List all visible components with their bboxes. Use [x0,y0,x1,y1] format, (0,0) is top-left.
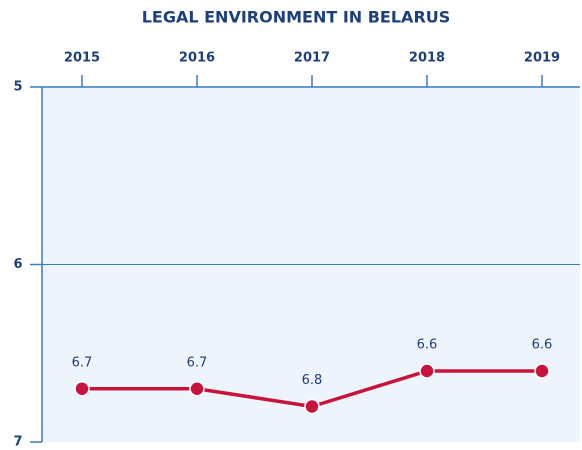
data-point [74,381,90,397]
y-tick-label: 7 [13,435,22,450]
data-point [189,381,205,397]
x-tick-label: 2015 [64,51,100,66]
data-label: 6.6 [417,338,438,353]
data-point [419,363,435,379]
y-tick-label: 6 [13,257,22,272]
x-tick-label: 2016 [179,51,215,66]
data-point [534,363,550,379]
data-label: 6.8 [302,373,323,388]
x-tick-label: 2017 [294,51,330,66]
x-tick-label: 2019 [524,51,560,66]
data-point [304,398,320,415]
y-tick-label: 5 [13,80,22,95]
data-label: 6.7 [187,355,208,370]
chart-title: LEGAL ENVIRONMENT IN BELARUS [142,8,451,27]
x-tick-label: 2018 [409,51,445,66]
data-label: 6.7 [72,355,93,370]
data-label: 6.6 [532,338,553,353]
